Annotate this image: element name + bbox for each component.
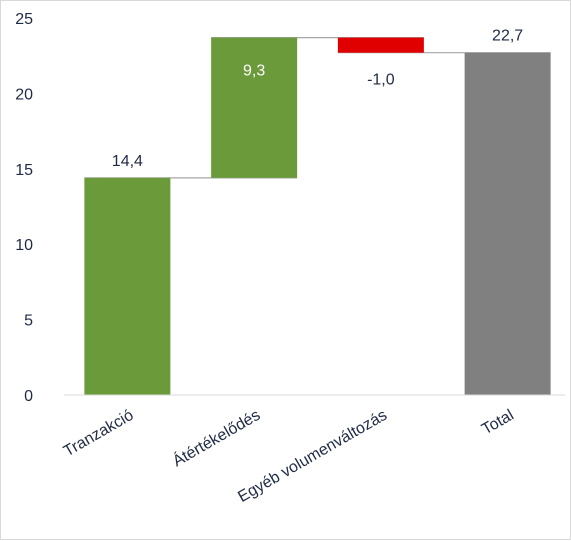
category-label: Total <box>479 407 517 439</box>
data-label: 9,3 <box>243 63 265 80</box>
bar-total <box>464 52 551 396</box>
bar-increase <box>211 37 298 178</box>
y-tick-label: 0 <box>24 388 33 405</box>
y-tick-label: 25 <box>15 11 33 28</box>
y-tick-label: 10 <box>15 237 33 254</box>
y-tick-label: 20 <box>15 86 33 103</box>
data-label: -1,0 <box>367 72 395 89</box>
bar-increase <box>84 177 171 395</box>
category-label: Átértékelődés <box>169 405 263 470</box>
y-tick-label: 5 <box>24 313 33 330</box>
y-tick-label: 15 <box>15 162 33 179</box>
data-label: 14,4 <box>112 153 143 170</box>
bar-decrease <box>337 37 424 53</box>
data-label: 22,7 <box>492 28 523 45</box>
category-label: Tranzakció <box>61 407 137 461</box>
